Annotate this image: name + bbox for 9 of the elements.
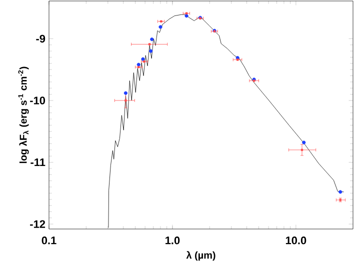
y-axis-title: log λF$_{λ}$ (erg s$^{-1}$ cm$^{-2}$) [18,66,29,164]
y-tick-label: -10 [30,96,46,104]
y-tick-label: -12 [30,220,46,228]
y-tick-label: -11 [30,158,46,166]
x-tick-label: 1.0 [166,236,180,244]
x-axis-title: λ (µm) [186,251,216,261]
y-tick-label: -9 [36,34,46,43]
x-tick-label: 10.0 [286,236,306,244]
x-tick-label: 0.1 [42,236,56,244]
